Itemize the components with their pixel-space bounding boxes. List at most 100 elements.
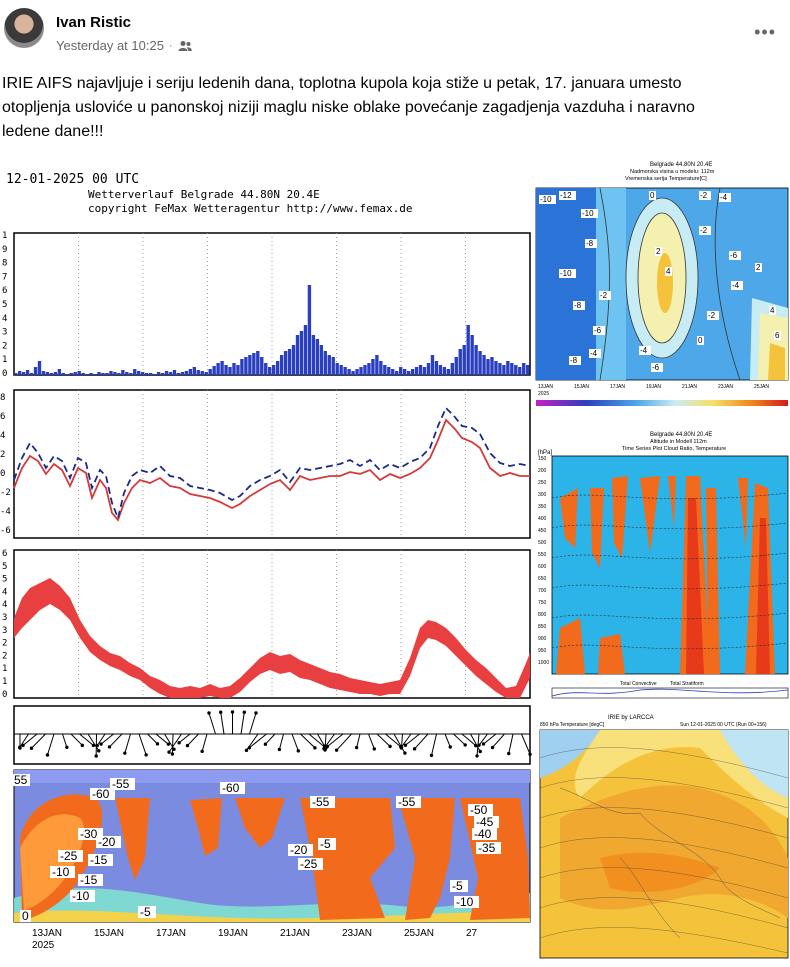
pressure-level-label: 600 <box>538 564 547 570</box>
precip-bar <box>478 351 481 375</box>
precip-bar <box>463 345 466 375</box>
precip-bar <box>526 365 529 375</box>
contour-label: 2 <box>656 247 661 256</box>
precip-bar <box>129 373 132 375</box>
precip-bar <box>42 371 45 375</box>
wind-barb-tip <box>355 746 357 748</box>
temp-axis-tick: 6 <box>0 412 5 422</box>
precip-bar <box>212 366 215 375</box>
x-axis-label: 27 <box>466 928 478 939</box>
temp-axis-tick: -4 <box>0 507 11 517</box>
wind-barb-tip <box>297 750 299 752</box>
contour-label: -2 <box>708 311 716 320</box>
panel-title-line3: Vremenska serija Temperature[C] <box>625 176 707 182</box>
precip-bar <box>490 357 493 375</box>
temp-axis-tick: 8 <box>0 393 5 403</box>
precip-bar <box>105 373 108 375</box>
precip-bar <box>117 373 120 375</box>
panel-title-line1: Belgrade 44.80N 20.4E <box>650 162 712 168</box>
contour-label: -8 <box>586 239 594 248</box>
contour-label: -6 <box>730 251 738 260</box>
precip-bar <box>252 353 255 375</box>
precip-bar <box>70 373 73 375</box>
precip-bar <box>173 370 176 375</box>
precip-bar <box>355 369 358 375</box>
precip-bar <box>268 367 271 375</box>
x-axis-label: 19JAN <box>646 384 661 390</box>
panel-mid-title-line2: Altitude in Modell 112m <box>650 439 707 445</box>
contour-label: -6 <box>652 363 660 372</box>
contour-label: -55 <box>312 795 330 809</box>
precip-bar <box>153 374 156 375</box>
precip-bar <box>312 335 315 375</box>
precip-bar <box>54 372 57 375</box>
wind-barb-tip <box>108 746 110 748</box>
pressure-level-label: 950 <box>538 648 547 654</box>
precip-axis-tick: 2 <box>2 341 7 351</box>
wind-barb-tip <box>201 750 203 752</box>
wind-barb-tip <box>19 746 21 748</box>
wind-barb-tip <box>186 744 188 746</box>
precip-bar <box>403 369 406 375</box>
meteogram-copyright: copyright FeMax Wetteragentur http://www… <box>88 202 413 215</box>
contour-label: -10 <box>582 209 594 218</box>
precip-bar <box>443 367 446 375</box>
more-options-button[interactable]: ••• <box>754 22 776 43</box>
wind-barb-tip <box>476 755 478 757</box>
precip-bar <box>371 359 374 375</box>
author-avatar[interactable] <box>4 8 44 48</box>
contour-label: -10 <box>540 195 552 204</box>
wind-barb-tip <box>81 744 83 746</box>
precip-bar <box>272 365 275 375</box>
author-name[interactable]: Ivan Ristic <box>56 14 131 31</box>
x-axis-label: 17JAN <box>610 384 625 390</box>
forecast-collage: 12-01-2025 00 UTC Wetterverlauf Belgrade… <box>0 158 790 962</box>
wind-barb-tip <box>323 747 325 749</box>
wind-barb-tip <box>529 753 531 755</box>
wind-axis-tick: 2 <box>2 639 7 649</box>
legend-convective: Total Convective <box>620 681 657 687</box>
post-timestamp[interactable]: Yesterday at 10:25 <box>56 38 164 53</box>
contour-label: -5 <box>452 879 463 893</box>
contour-label: -4 <box>590 349 598 358</box>
wind-barb-tip <box>167 743 169 745</box>
x-axis-label: 25JAN <box>754 384 769 390</box>
contour-label: -20 <box>98 835 116 849</box>
contour-label: -25 <box>300 857 318 871</box>
legend-stratiform: Total Stratiform <box>670 681 704 687</box>
precip-bar <box>220 361 223 375</box>
precip-bar <box>18 371 21 375</box>
precip-bar <box>522 363 525 375</box>
precip-bar <box>89 373 92 375</box>
contour-label: 0 <box>698 336 703 345</box>
wind-barb-tip <box>208 712 210 714</box>
x-axis-label: 17JAN <box>156 928 186 939</box>
precip-bar <box>141 372 144 375</box>
post-image[interactable]: 12-01-2025 00 UTC Wetterverlauf Belgrade… <box>0 158 790 962</box>
precip-bar <box>177 373 180 375</box>
x-axis-label: 23JAN <box>718 384 733 390</box>
precip-bar <box>347 369 350 375</box>
contour-label: -10 <box>72 889 90 903</box>
wind-barb-tip <box>278 748 280 750</box>
precip-bar <box>161 373 164 375</box>
precip-bar <box>113 372 116 375</box>
wind-barb-tip <box>171 753 173 755</box>
precip-bar <box>280 355 283 375</box>
precip-bar <box>304 325 307 375</box>
precip-bar <box>244 357 247 375</box>
precip-bar <box>379 361 382 375</box>
contour-label: -2 <box>700 191 708 200</box>
pressure-level-label: 1000 <box>538 660 549 666</box>
contour-label: 4 <box>770 306 775 315</box>
precip-bar <box>46 372 49 375</box>
pressure-level-label: 850 <box>538 624 547 630</box>
pressure-level-label: 200 <box>538 468 547 474</box>
wind-barb-tip <box>95 755 97 757</box>
contour-label: -4 <box>720 193 728 202</box>
wind-barb-tip <box>478 744 480 746</box>
precip-bar <box>66 374 69 375</box>
wind-barb-tip <box>245 749 247 751</box>
precip-bar <box>248 355 251 375</box>
